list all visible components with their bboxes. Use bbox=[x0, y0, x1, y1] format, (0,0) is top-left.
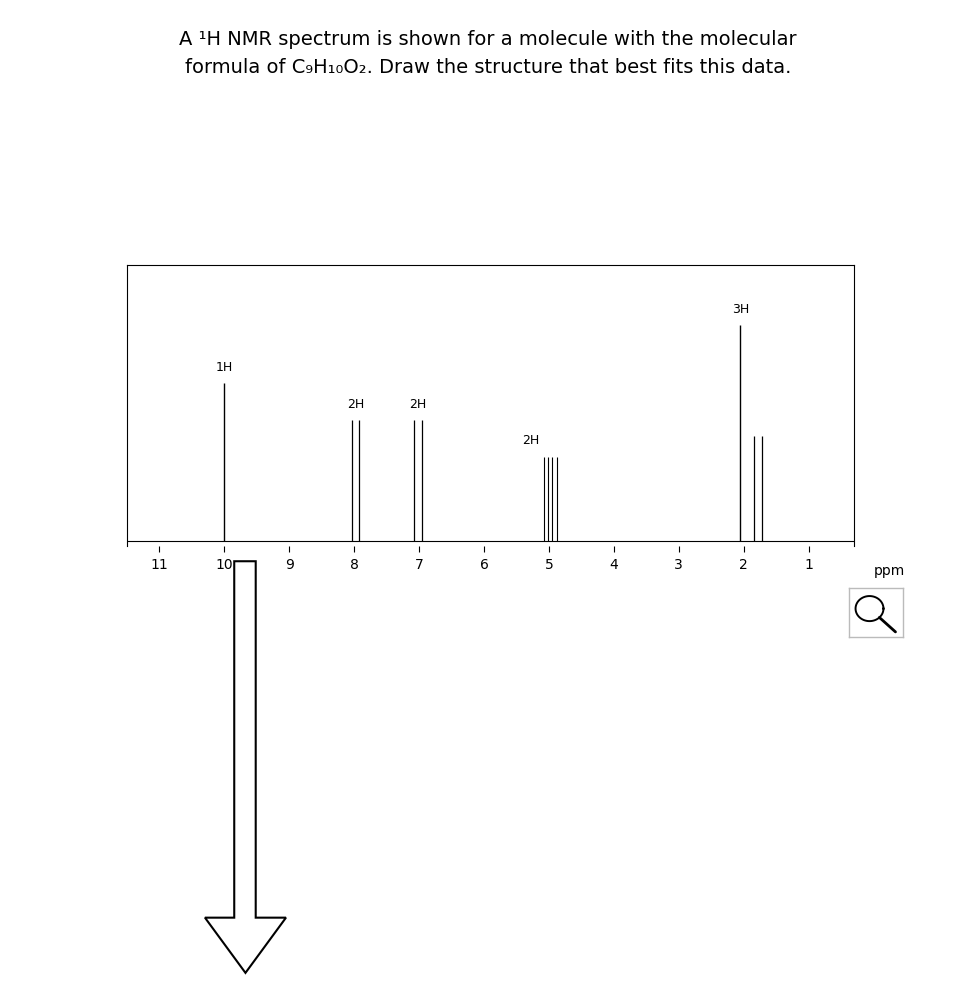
Text: ppm: ppm bbox=[874, 564, 905, 578]
Text: 2H: 2H bbox=[409, 397, 427, 410]
Text: 1H: 1H bbox=[216, 360, 233, 373]
Text: 3H: 3H bbox=[732, 303, 749, 316]
Text: A ¹H NMR spectrum is shown for a molecule with the molecular: A ¹H NMR spectrum is shown for a molecul… bbox=[180, 30, 796, 49]
Text: 2H: 2H bbox=[522, 434, 540, 447]
Text: formula of C₉H₁₀O₂. Draw the structure that best fits this data.: formula of C₉H₁₀O₂. Draw the structure t… bbox=[184, 58, 792, 77]
Text: 2H: 2H bbox=[346, 397, 364, 410]
